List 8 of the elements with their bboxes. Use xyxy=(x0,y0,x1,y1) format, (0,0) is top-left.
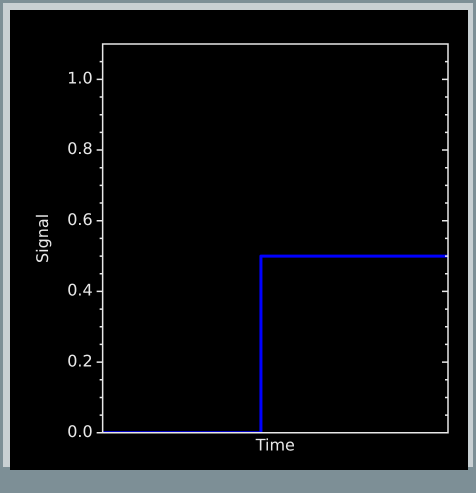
y-tick-label: 0.0 xyxy=(67,422,93,441)
x-axis-title: Time xyxy=(254,436,295,455)
y-tick-label: 0.4 xyxy=(67,280,93,300)
y-tick-label: 0.6 xyxy=(67,210,93,229)
y-axis-title: Signal xyxy=(32,214,52,263)
y-tick-label: 0.8 xyxy=(67,139,93,158)
y-tick-label: 0.2 xyxy=(67,351,93,370)
y-tick-label: 1.0 xyxy=(67,68,93,88)
